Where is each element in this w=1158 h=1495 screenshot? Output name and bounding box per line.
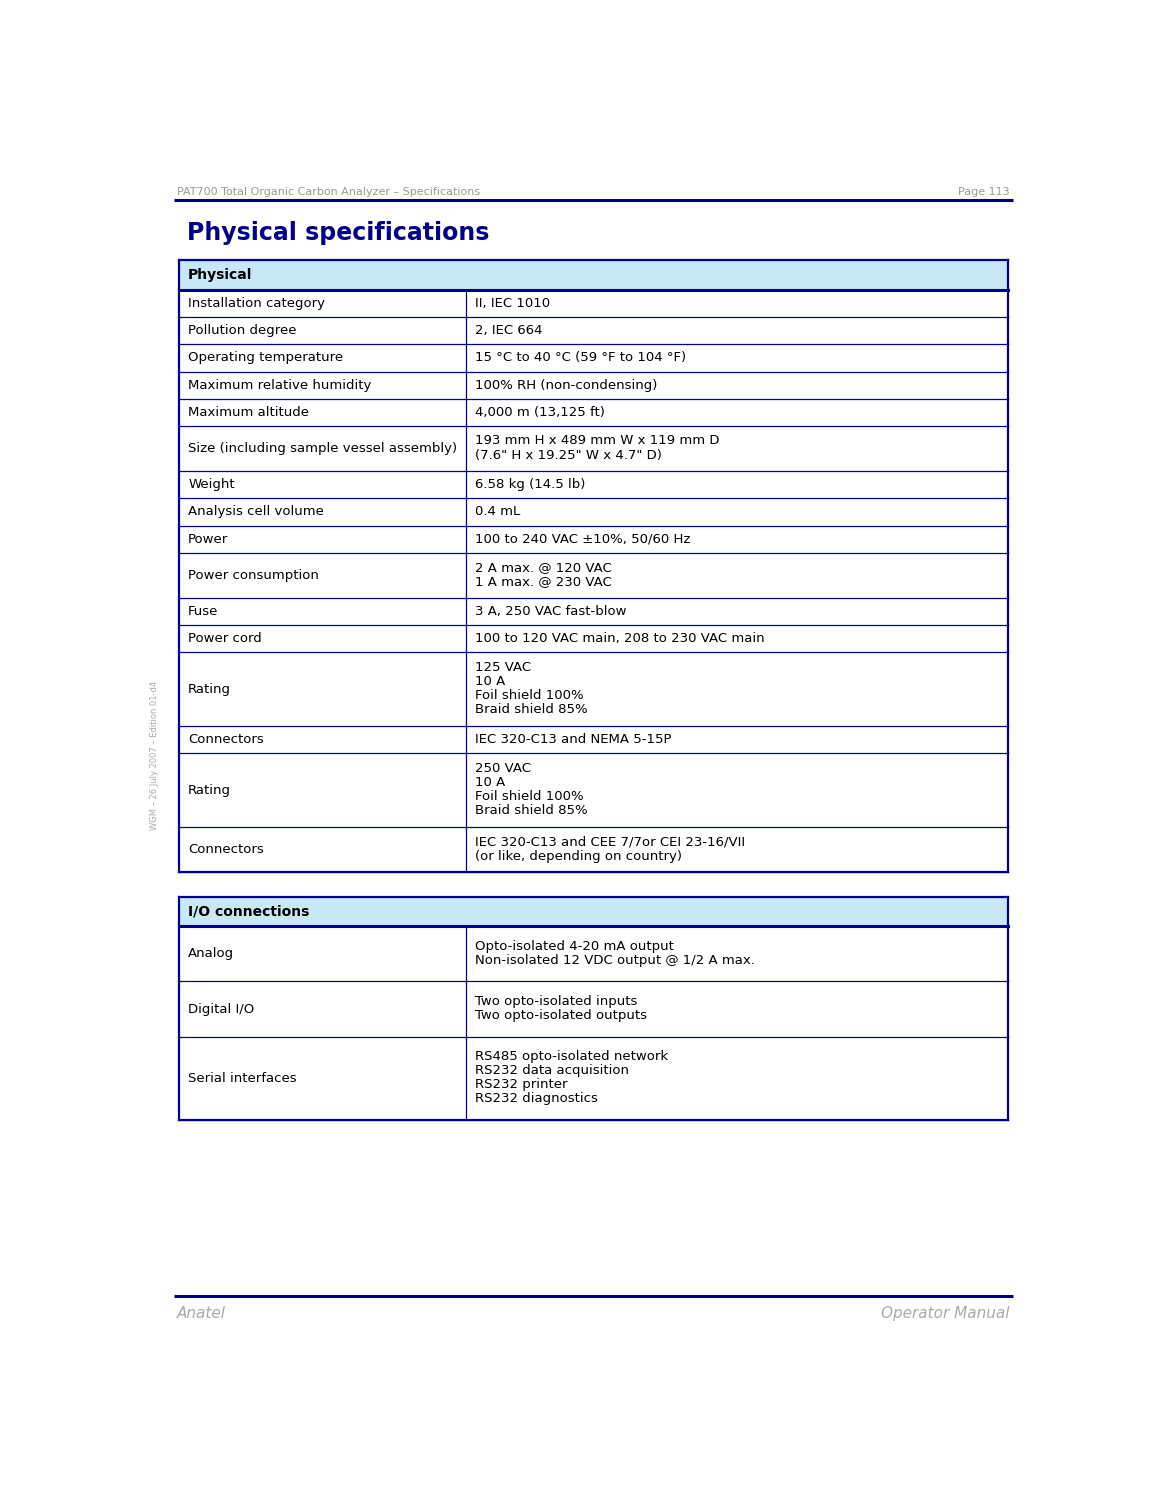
Bar (178, 625, 1009, 652)
Text: WGM – 26 July 2007 – Edition 01-d4: WGM – 26 July 2007 – Edition 01-d4 (151, 680, 160, 830)
Text: PAT700 Total Organic Carbon Analyzer – Specifications: PAT700 Total Organic Carbon Analyzer – S… (177, 187, 481, 197)
Text: (or like, depending on country): (or like, depending on country) (475, 849, 682, 863)
Text: Connectors: Connectors (188, 843, 264, 857)
Text: 250 VAC: 250 VAC (475, 762, 532, 776)
Text: Two opto-isolated outputs: Two opto-isolated outputs (475, 1009, 647, 1023)
Text: 125 VAC: 125 VAC (475, 661, 532, 674)
Text: 3 A, 250 VAC fast-blow: 3 A, 250 VAC fast-blow (475, 604, 626, 617)
Bar (178, 399, 1009, 426)
Bar (178, 471, 1009, 498)
Text: Braid shield 85%: Braid shield 85% (475, 804, 588, 818)
Text: Fuse: Fuse (188, 604, 219, 617)
Bar (178, 426, 1009, 471)
Text: Power: Power (188, 532, 228, 546)
Bar (178, 925, 1009, 981)
Text: 10 A: 10 A (475, 776, 505, 789)
Text: Foil shield 100%: Foil shield 100% (475, 791, 584, 803)
Text: Braid shield 85%: Braid shield 85% (475, 703, 588, 716)
Bar (178, 372, 1009, 399)
Text: Analysis cell volume: Analysis cell volume (188, 505, 324, 519)
Text: Rating: Rating (188, 783, 232, 797)
Text: Opto-isolated 4-20 mA output: Opto-isolated 4-20 mA output (475, 940, 674, 952)
Text: Two opto-isolated inputs: Two opto-isolated inputs (475, 996, 637, 1008)
Text: Page 113: Page 113 (958, 187, 1010, 197)
Bar (178, 344, 1009, 372)
Text: (7.6" H x 19.25" W x 4.7" D): (7.6" H x 19.25" W x 4.7" D) (475, 448, 662, 462)
Bar (178, 260, 1009, 290)
Text: Maximum relative humidity: Maximum relative humidity (188, 378, 372, 392)
Text: IEC 320-C13 and CEE 7/7or CEI 23-16/VII: IEC 320-C13 and CEE 7/7or CEI 23-16/VII (475, 836, 746, 849)
Text: I/O connections: I/O connections (188, 904, 309, 918)
Text: Anatel: Anatel (177, 1307, 226, 1322)
Bar (178, 498, 1009, 526)
Text: Installation category: Installation category (188, 296, 325, 309)
Text: 0.4 mL: 0.4 mL (475, 505, 520, 519)
Text: Foil shield 100%: Foil shield 100% (475, 689, 584, 703)
Bar (178, 290, 1009, 317)
Text: Digital I/O: Digital I/O (188, 1003, 255, 1015)
Text: Physical specifications: Physical specifications (188, 221, 490, 245)
Text: RS232 printer: RS232 printer (475, 1078, 567, 1091)
Text: Size (including sample vessel assembly): Size (including sample vessel assembly) (188, 443, 457, 454)
Text: Power consumption: Power consumption (188, 568, 318, 582)
Bar (178, 598, 1009, 625)
Text: Analog: Analog (188, 948, 234, 960)
Bar (178, 652, 1009, 727)
Text: Non-isolated 12 VDC output @ 1/2 A max.: Non-isolated 12 VDC output @ 1/2 A max. (475, 954, 755, 967)
Text: Operating temperature: Operating temperature (188, 351, 343, 365)
Bar (178, 981, 1009, 1038)
Bar (178, 1038, 1009, 1120)
Text: 100 to 240 VAC ±10%, 50/60 Hz: 100 to 240 VAC ±10%, 50/60 Hz (475, 532, 690, 546)
Text: 2, IEC 664: 2, IEC 664 (475, 324, 543, 336)
Text: RS485 opto-isolated network: RS485 opto-isolated network (475, 1051, 668, 1063)
Bar (178, 897, 1009, 925)
Text: IEC 320-C13 and NEMA 5-15P: IEC 320-C13 and NEMA 5-15P (475, 733, 672, 746)
Text: Connectors: Connectors (188, 733, 264, 746)
Bar (178, 553, 1009, 598)
Text: Physical: Physical (188, 268, 252, 283)
Bar (178, 727, 1009, 753)
Text: 6.58 kg (14.5 lb): 6.58 kg (14.5 lb) (475, 478, 586, 490)
Bar (178, 753, 1009, 827)
Text: 1 A max. @ 230 VAC: 1 A max. @ 230 VAC (475, 576, 611, 588)
Text: 15 °C to 40 °C (59 °F to 104 °F): 15 °C to 40 °C (59 °F to 104 °F) (475, 351, 687, 365)
Text: 2 A max. @ 120 VAC: 2 A max. @ 120 VAC (475, 561, 611, 574)
Bar (178, 317, 1009, 344)
Text: 100 to 120 VAC main, 208 to 230 VAC main: 100 to 120 VAC main, 208 to 230 VAC main (475, 632, 764, 644)
Text: Weight: Weight (188, 478, 235, 490)
Text: Power cord: Power cord (188, 632, 262, 644)
Text: Serial interfaces: Serial interfaces (188, 1072, 296, 1085)
Text: Rating: Rating (188, 683, 232, 695)
Text: 4,000 m (13,125 ft): 4,000 m (13,125 ft) (475, 407, 604, 419)
Text: Operator Manual: Operator Manual (881, 1307, 1010, 1322)
Text: II, IEC 1010: II, IEC 1010 (475, 296, 550, 309)
Text: RS232 diagnostics: RS232 diagnostics (475, 1093, 598, 1105)
Text: Maximum altitude: Maximum altitude (188, 407, 309, 419)
Text: Pollution degree: Pollution degree (188, 324, 296, 336)
Text: 193 mm H x 489 mm W x 119 mm D: 193 mm H x 489 mm W x 119 mm D (475, 435, 719, 447)
Bar (178, 827, 1009, 872)
Text: 100% RH (non-condensing): 100% RH (non-condensing) (475, 378, 658, 392)
Text: 10 A: 10 A (475, 676, 505, 688)
Bar (178, 526, 1009, 553)
Text: RS232 data acquisition: RS232 data acquisition (475, 1064, 629, 1078)
